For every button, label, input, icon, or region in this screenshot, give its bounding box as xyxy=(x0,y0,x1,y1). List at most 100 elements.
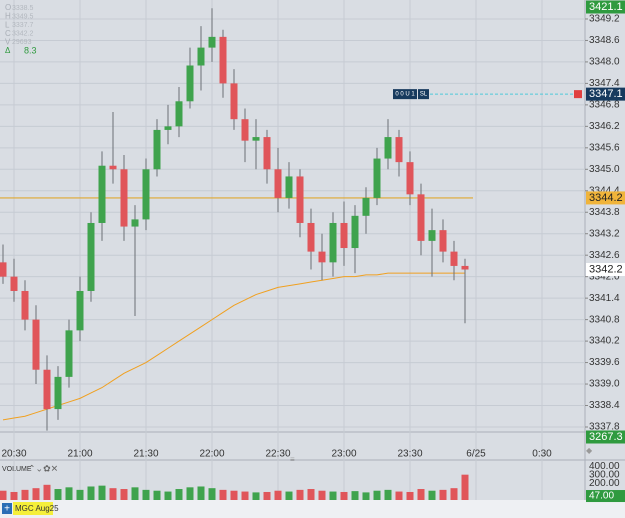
volume-icons[interactable]: ⌃⌄✿✕ xyxy=(28,463,58,473)
volume-bar xyxy=(164,491,172,500)
volume-bar xyxy=(98,485,106,500)
candle-body xyxy=(296,176,304,223)
volume-bar xyxy=(461,474,469,500)
order-kind: SL xyxy=(420,92,428,98)
y-tick-label: 3344.4 xyxy=(589,185,620,196)
candle-body xyxy=(450,251,458,266)
candle-body xyxy=(406,162,414,195)
volume-bar xyxy=(153,490,161,500)
legend-key: V xyxy=(5,38,11,47)
volume-bar xyxy=(32,488,40,500)
legend-key: C xyxy=(5,29,11,38)
add-button[interactable] xyxy=(2,503,12,514)
x-tick-label: 0:30 xyxy=(532,449,552,460)
price-label-box xyxy=(586,191,625,205)
y-tick-label: 3342.6 xyxy=(589,250,620,261)
candle-body xyxy=(318,251,326,263)
candle-body xyxy=(164,126,172,130)
volume-bar xyxy=(450,488,458,500)
volume-bar xyxy=(54,489,62,500)
candle-body xyxy=(76,290,84,331)
bottom-bar xyxy=(0,500,625,518)
volume-bar xyxy=(230,490,238,500)
price-label: 3347.1 xyxy=(589,88,623,100)
volume-bar xyxy=(219,489,227,500)
y-tick-label: 3343.2 xyxy=(589,228,620,239)
price-label: 3267.3 xyxy=(589,431,623,443)
legend-value: 29693 xyxy=(12,39,32,46)
candle-body xyxy=(21,290,29,320)
volume-bar xyxy=(329,491,337,500)
candle-body xyxy=(252,137,260,141)
volume-bar xyxy=(65,487,73,500)
candle-body xyxy=(54,376,62,410)
candle-body xyxy=(219,36,227,84)
volume-bar xyxy=(186,487,194,500)
y-tick-label: 3343.8 xyxy=(589,207,620,218)
volume-bar xyxy=(241,491,249,500)
legend-key: L xyxy=(5,20,10,29)
volume-bar xyxy=(307,489,315,500)
y-tick-label: 3346.2 xyxy=(589,121,620,132)
candle-body xyxy=(230,83,238,120)
candle-body xyxy=(208,36,216,48)
pane-handle[interactable]: ≡ xyxy=(290,455,295,464)
y-tick-label: 3341.4 xyxy=(589,293,620,304)
legend-key: O xyxy=(5,3,11,12)
volume-bar xyxy=(395,491,403,500)
volume-bar xyxy=(76,489,84,500)
volume-bar xyxy=(252,492,260,500)
price-label-box xyxy=(586,430,625,444)
order-cancel[interactable] xyxy=(574,90,582,99)
volume-bar xyxy=(10,491,18,500)
candle-body xyxy=(285,176,293,198)
candle-body xyxy=(98,165,106,223)
volume-bar xyxy=(43,484,51,500)
y-tick-label: 3337.8 xyxy=(589,422,620,433)
price-label: 3342.2 xyxy=(589,263,623,275)
volume-bar xyxy=(87,486,95,500)
symbol-tag[interactable] xyxy=(13,502,53,515)
candle-body xyxy=(395,137,403,163)
candle-body xyxy=(142,169,150,220)
volume-bar xyxy=(351,491,359,500)
y-tick-label: 3348.6 xyxy=(589,35,620,46)
y-tick-label: 3339.6 xyxy=(589,357,620,368)
x-tick-label: 21:30 xyxy=(133,449,158,460)
volume-bar xyxy=(208,488,216,500)
volume-bar xyxy=(362,492,370,500)
order-kind-box xyxy=(418,89,429,100)
y-tick-label: 3338.4 xyxy=(589,400,620,411)
volume-bar xyxy=(406,491,414,500)
y-tick-label: 3339.0 xyxy=(589,379,620,390)
candle-body xyxy=(362,197,370,216)
candle-body xyxy=(340,222,348,249)
candle-body xyxy=(461,265,469,270)
y-tick-label: 3340.2 xyxy=(589,336,620,347)
axis-handle[interactable]: ◆ xyxy=(586,446,593,455)
price-label-box xyxy=(586,263,625,277)
volume-tick-label: 200.00 xyxy=(589,478,620,489)
candle-body xyxy=(197,47,205,66)
volume-bar xyxy=(109,488,117,500)
price-label-box xyxy=(586,0,625,14)
moving-average xyxy=(2,272,465,421)
legend-value: 8.3 xyxy=(24,45,37,55)
legend-value: 3342.2 xyxy=(12,31,34,38)
x-tick-label: 6/25 xyxy=(466,449,486,460)
volume-bar xyxy=(439,489,447,500)
candle-body xyxy=(439,230,447,252)
x-tick-label: 22:30 xyxy=(265,449,290,460)
y-tick-label: 3340.8 xyxy=(589,314,620,325)
volume-bar xyxy=(417,489,425,500)
volume-bar xyxy=(384,489,392,500)
candle-body xyxy=(153,129,161,170)
y-tick-label: 3349.2 xyxy=(589,14,620,25)
candle-body xyxy=(0,262,7,277)
legend-value: 3337.7 xyxy=(12,22,34,29)
volume-last-box xyxy=(586,490,625,503)
candle-body xyxy=(87,222,95,291)
volume-bar xyxy=(197,486,205,500)
